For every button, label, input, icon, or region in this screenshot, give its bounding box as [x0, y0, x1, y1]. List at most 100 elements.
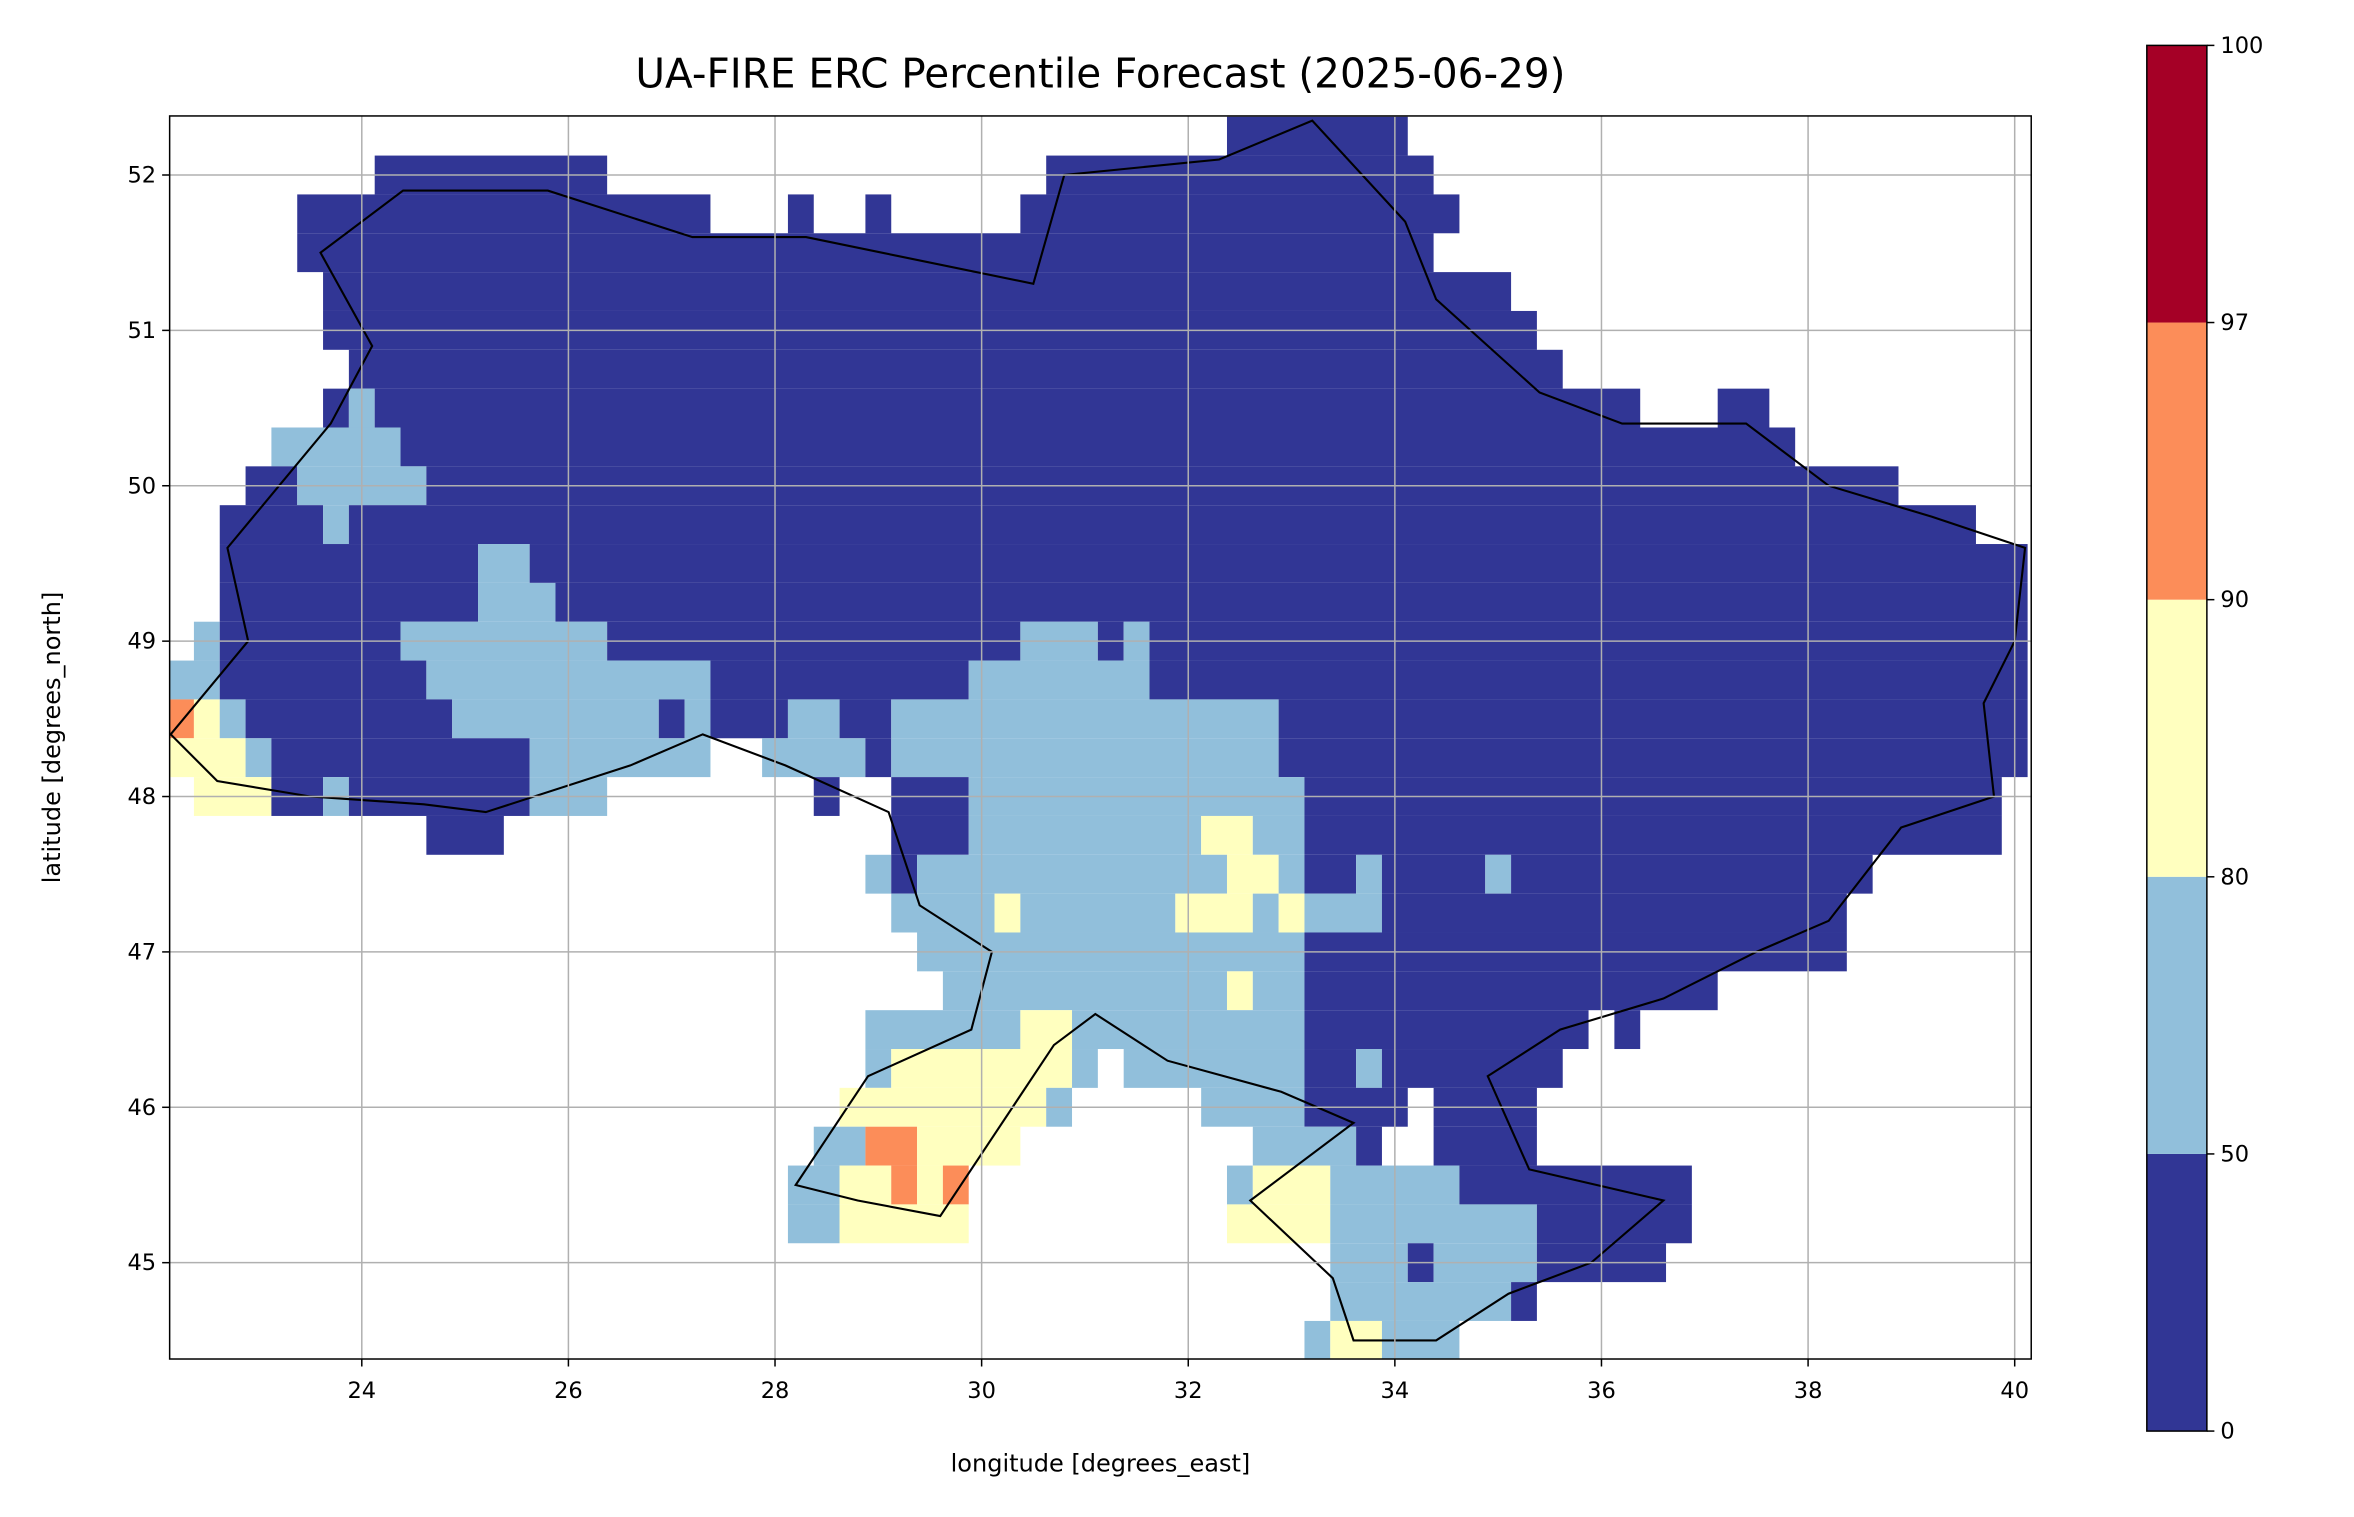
x-tick-label: 26: [554, 1378, 583, 1404]
y-tick-label: 52: [127, 163, 156, 189]
x-tick-label: 28: [761, 1378, 790, 1404]
heatmap-cell: [865, 854, 892, 894]
heatmap-cell: [684, 699, 711, 739]
heatmap-cell: [1304, 1010, 1589, 1050]
heatmap-cell: [1149, 660, 2028, 700]
heatmap-cell: [865, 738, 892, 778]
heatmap-cell: [1381, 1049, 1563, 1088]
x-tick-label: 24: [347, 1378, 376, 1404]
heatmap-cell: [555, 582, 2028, 622]
x-axis-label: longitude [degrees_east]: [951, 1450, 1251, 1478]
heatmap-cell: [1226, 116, 1408, 156]
heatmap-cell: [1433, 1126, 1537, 1166]
y-tick-label: 47: [127, 939, 156, 965]
heatmap-cell: [710, 699, 788, 739]
heatmap-cell: [1226, 1165, 1253, 1205]
heatmap-cell: [968, 660, 1150, 700]
heatmap-cell: [245, 699, 453, 739]
heatmap-cell: [839, 699, 892, 739]
colorbar-segment: [2146, 876, 2207, 1154]
heatmap-cell: [1356, 854, 1382, 894]
heatmap-cell: [1020, 893, 1176, 933]
heatmap-cell: [1201, 815, 1253, 855]
heatmap-cell: [348, 505, 1976, 545]
heatmap-cell: [917, 1165, 943, 1205]
colorbar-segment: [2146, 322, 2207, 600]
heatmap-cell: [323, 272, 1512, 311]
heatmap-cell: [1330, 1282, 1512, 1321]
heatmap-cell: [1717, 388, 1770, 428]
heatmap-cell: [1356, 1049, 1382, 1088]
heatmap-cell: [478, 582, 556, 622]
heatmap-cell: [245, 738, 272, 778]
colorbar-segment: [2146, 599, 2207, 877]
heatmap-cell: [1304, 1320, 1331, 1360]
colorbar-tick-label: 80: [2220, 864, 2249, 890]
x-tick-label: 40: [2000, 1378, 2029, 1404]
heatmap-cell: [1252, 1165, 1331, 1205]
y-axis-label: latitude [degrees_north]: [38, 592, 66, 884]
heatmap-cell: [1020, 1010, 1073, 1050]
heatmap-cell: [478, 544, 530, 583]
heatmap-cell: [1614, 1010, 1641, 1050]
heatmap-cell: [1020, 194, 1460, 234]
heatmap-cell: [994, 893, 1021, 933]
heatmap-cell: [1252, 815, 1305, 855]
heatmap-cell: [426, 815, 504, 855]
heatmap-cell: [1278, 738, 2028, 778]
heatmap-cell: [891, 738, 1279, 778]
heatmap-cell: [1381, 854, 1486, 894]
colorbar-tick-label: 97: [2220, 310, 2249, 336]
heatmap-cell: [1356, 1126, 1382, 1166]
heatmap-cell: [348, 349, 1563, 389]
heatmap-cell: [942, 1165, 969, 1205]
heatmap-cell: [1304, 1049, 1357, 1088]
colorbar-segment: [2146, 1153, 2207, 1432]
heatmap-cell: [169, 660, 220, 700]
heatmap-cells: [169, 116, 2028, 1360]
heatmap-cell: [400, 427, 1796, 467]
heatmap-cell: [1304, 893, 1382, 933]
heatmap-cell: [762, 738, 866, 778]
heatmap-cell: [297, 194, 711, 234]
heatmap-cell: [219, 582, 479, 622]
colorbar-tick-label: 0: [2220, 1419, 2234, 1445]
heatmap-cell: [968, 815, 1202, 855]
heatmap-cell: [452, 699, 659, 739]
colorbar-frame: [2146, 44, 2208, 1432]
heatmap-cell: [271, 738, 530, 778]
heatmap-cell: [1511, 854, 1873, 894]
heatmap-cell: [1072, 1049, 1098, 1088]
heatmap-cell: [787, 699, 840, 739]
heatmap-cell: [891, 815, 969, 855]
heatmap-cell: [1278, 893, 1305, 933]
heatmap-cell: [1278, 699, 2028, 739]
heatmap-cell: [1304, 854, 1357, 894]
heatmap-cell: [1252, 971, 1305, 1011]
gridlines: [169, 115, 2032, 1360]
heatmap-cell: [1175, 893, 1253, 933]
colorbar-tick-label: 90: [2220, 587, 2249, 613]
heatmap-cell: [219, 544, 479, 583]
colorbar: 0 50 80 90 97 100: [2146, 33, 2263, 1445]
heatmap-cell: [891, 893, 995, 933]
heatmap-cell: [865, 194, 892, 234]
heatmap-cell: [1123, 1049, 1305, 1088]
x-ticks: 24 26 28 30 32 34 36 38 40: [347, 1359, 2029, 1404]
y-tick-label: 48: [127, 784, 156, 810]
y-tick-label: 50: [127, 473, 156, 499]
heatmap-cell: [891, 699, 1279, 739]
colorbar-segment: [2146, 45, 2207, 323]
y-tick-label: 46: [127, 1095, 156, 1121]
heatmap-cell: [323, 505, 349, 545]
heatmap-cell: [1485, 854, 1512, 894]
heatmap-cell: [1226, 1204, 1331, 1244]
x-tick-label: 36: [1587, 1378, 1616, 1404]
heatmap-cell: [787, 1204, 840, 1244]
y-ticks: 45 46 47 48 49 50 51 52: [127, 163, 170, 1276]
heatmap-cell: [193, 699, 220, 739]
heatmap-cell: [1226, 854, 1279, 894]
heatmap-cell: [374, 388, 1641, 428]
y-tick-label: 51: [127, 318, 156, 344]
